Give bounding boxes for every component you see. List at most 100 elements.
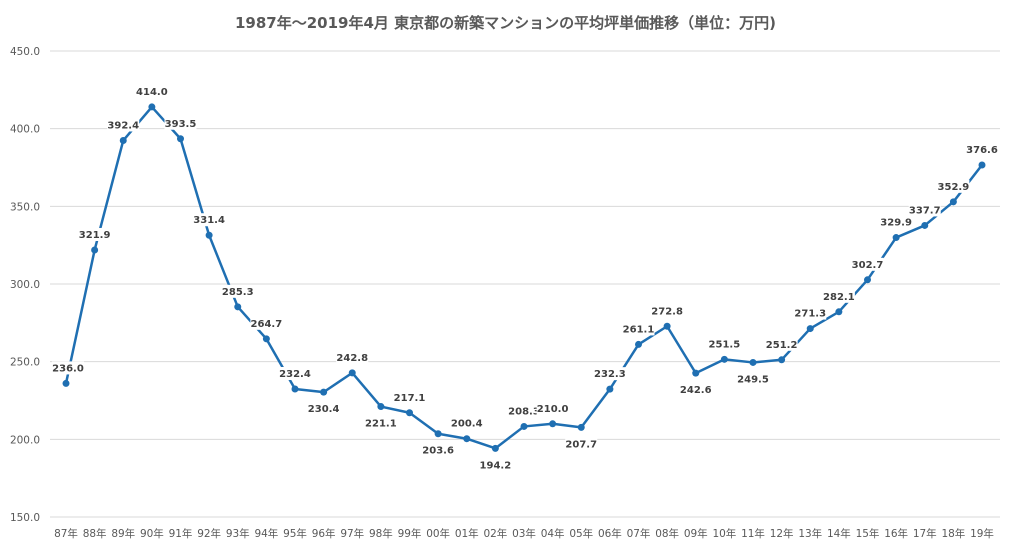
x-tick-label: 94年 bbox=[254, 527, 278, 540]
y-tick-label: 200.0 bbox=[10, 434, 40, 446]
data-label-background bbox=[708, 337, 741, 351]
x-tick-label: 96年 bbox=[312, 527, 336, 540]
data-point bbox=[348, 369, 356, 377]
data-label-background bbox=[422, 443, 455, 457]
data-point bbox=[463, 435, 471, 443]
data-label-background bbox=[479, 458, 512, 472]
data-label: 302.7 bbox=[852, 260, 884, 271]
x-tick-label: 98年 bbox=[369, 527, 393, 540]
data-label-background bbox=[737, 372, 769, 386]
data-label-background bbox=[307, 402, 340, 416]
x-tick-label: 00年 bbox=[426, 527, 450, 540]
data-label: 251.2 bbox=[766, 340, 798, 351]
data-label-background bbox=[679, 383, 712, 397]
x-tick-label: 97年 bbox=[340, 527, 364, 540]
data-label-background bbox=[52, 361, 84, 375]
x-tick-label: 04年 bbox=[541, 527, 565, 540]
x-tick-label: 14年 bbox=[827, 527, 851, 540]
y-tick-label: 350.0 bbox=[10, 201, 40, 213]
data-label: 207.7 bbox=[565, 439, 597, 450]
data-label-background bbox=[651, 304, 684, 318]
data-label-background bbox=[822, 289, 855, 303]
data-point bbox=[234, 303, 242, 311]
x-tick-label: 01年 bbox=[455, 527, 479, 540]
x-tick-label: 95年 bbox=[283, 527, 307, 540]
data-label-background bbox=[450, 416, 483, 430]
data-point bbox=[148, 103, 156, 111]
x-tick-label: 19年 bbox=[970, 527, 994, 540]
data-point bbox=[377, 403, 385, 411]
data-label-background bbox=[565, 437, 598, 451]
data-label-background bbox=[364, 416, 397, 430]
x-tick-label: 15年 bbox=[856, 527, 880, 540]
data-label: 261.1 bbox=[623, 324, 655, 335]
x-tick-label: 10年 bbox=[712, 527, 736, 540]
x-tick-label: 03年 bbox=[512, 527, 536, 540]
data-point bbox=[62, 379, 70, 387]
data-label: 282.1 bbox=[823, 292, 855, 303]
chart-title: 1987年～2019年4月 東京都の新築マンションの平均坪単価推移（単位：万円) bbox=[234, 14, 776, 32]
data-label-background bbox=[966, 143, 998, 157]
data-point bbox=[177, 135, 184, 143]
data-label: 414.0 bbox=[136, 87, 168, 98]
data-label-background bbox=[794, 306, 827, 320]
data-label: 232.3 bbox=[594, 369, 626, 380]
data-label: 251.5 bbox=[709, 339, 741, 350]
data-label-background bbox=[164, 116, 197, 130]
x-tick-label: 90年 bbox=[140, 527, 164, 540]
data-label-background bbox=[135, 84, 168, 98]
x-tick-label: 87年 bbox=[54, 527, 78, 540]
data-point bbox=[949, 198, 957, 206]
data-point bbox=[864, 276, 871, 284]
x-tick-label: 07年 bbox=[627, 527, 651, 540]
x-tick-label: 02年 bbox=[483, 527, 507, 540]
data-label: 264.7 bbox=[251, 319, 283, 330]
data-point bbox=[549, 420, 557, 428]
data-label: 236.0 bbox=[52, 363, 84, 374]
x-tick-label: 13年 bbox=[798, 527, 822, 540]
data-label: 393.5 bbox=[165, 119, 197, 130]
data-label: 321.9 bbox=[79, 230, 111, 241]
data-label-background bbox=[78, 227, 111, 241]
data-label: 272.8 bbox=[651, 306, 683, 317]
series-line bbox=[64, 105, 983, 450]
data-label-background bbox=[937, 179, 970, 193]
x-tick-label: 93年 bbox=[226, 527, 250, 540]
data-label-background bbox=[221, 284, 254, 298]
data-label-background bbox=[622, 322, 655, 336]
x-tick-label: 11年 bbox=[741, 527, 765, 540]
data-label-background bbox=[851, 257, 884, 271]
data-label: 221.1 bbox=[365, 419, 397, 430]
y-tick-label: 400.0 bbox=[10, 124, 40, 136]
data-point bbox=[262, 335, 270, 343]
data-label: 203.6 bbox=[422, 446, 454, 457]
data-point bbox=[320, 388, 328, 396]
x-tick-label: 88年 bbox=[83, 527, 107, 540]
x-tick-label: 09年 bbox=[684, 527, 708, 540]
data-point bbox=[406, 409, 413, 417]
data-point bbox=[205, 231, 213, 239]
data-point bbox=[291, 385, 299, 393]
y-tick-label: 300.0 bbox=[10, 279, 40, 291]
data-point bbox=[692, 369, 700, 377]
data-label: 249.5 bbox=[737, 374, 769, 385]
data-label: 337.7 bbox=[909, 205, 941, 216]
x-tick-label: 05年 bbox=[569, 527, 593, 540]
data-label: 285.3 bbox=[222, 287, 254, 298]
data-point bbox=[978, 161, 986, 169]
data-point bbox=[635, 340, 642, 348]
data-point bbox=[778, 356, 786, 364]
data-point bbox=[606, 385, 614, 393]
data-label: 200.4 bbox=[451, 419, 483, 430]
data-label-background bbox=[908, 203, 941, 217]
data-point bbox=[663, 322, 671, 330]
data-label-background bbox=[279, 367, 311, 381]
data-label-background bbox=[508, 404, 540, 418]
data-label: 194.2 bbox=[480, 460, 512, 471]
data-label-background bbox=[593, 367, 626, 381]
data-point bbox=[806, 325, 814, 333]
data-point bbox=[491, 444, 499, 452]
data-label: 242.8 bbox=[336, 353, 368, 364]
data-point bbox=[921, 221, 929, 229]
